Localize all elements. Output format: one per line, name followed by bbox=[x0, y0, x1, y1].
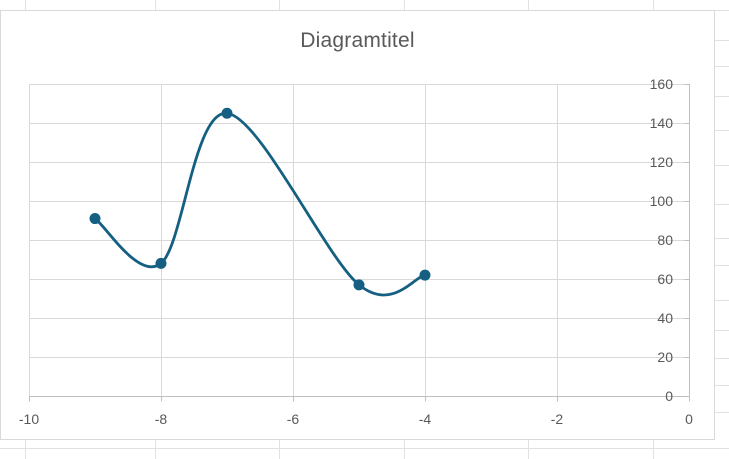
gridlines bbox=[29, 84, 690, 397]
x-tick-label: -2 bbox=[551, 411, 564, 427]
x-tick-label: -8 bbox=[155, 411, 168, 427]
data-point bbox=[155, 257, 167, 269]
chart-area[interactable] bbox=[0, 10, 715, 440]
y-tick-label: 0 bbox=[665, 388, 673, 404]
axes bbox=[29, 84, 690, 402]
y-tick-label: 160 bbox=[650, 76, 674, 92]
data-point bbox=[221, 107, 233, 119]
series-line bbox=[93, 111, 427, 297]
y-tick-label: 80 bbox=[657, 232, 673, 248]
data-point bbox=[419, 269, 431, 281]
x-tick-label: -10 bbox=[19, 411, 39, 427]
x-tick-label: -4 bbox=[419, 411, 432, 427]
tick-labels: -10 -8 -6 -4 -2 00 20 40 60 80 100 120 140 160 bbox=[19, 76, 693, 427]
x-tick-label: -6 bbox=[287, 411, 300, 427]
y-tick-label: 120 bbox=[650, 154, 674, 170]
y-tick-label: 100 bbox=[650, 193, 674, 209]
y-tick-label: 20 bbox=[657, 349, 673, 365]
y-tick-label: 60 bbox=[657, 271, 673, 287]
chart-title[interactable]: Diagramtitel bbox=[300, 29, 415, 52]
y-tick-label: 40 bbox=[657, 310, 673, 326]
data-point bbox=[353, 279, 365, 291]
data-point bbox=[89, 213, 101, 225]
x-tick-label: 0 bbox=[685, 411, 693, 427]
y-tick-label: 140 bbox=[650, 115, 674, 131]
series-layer bbox=[89, 107, 431, 297]
